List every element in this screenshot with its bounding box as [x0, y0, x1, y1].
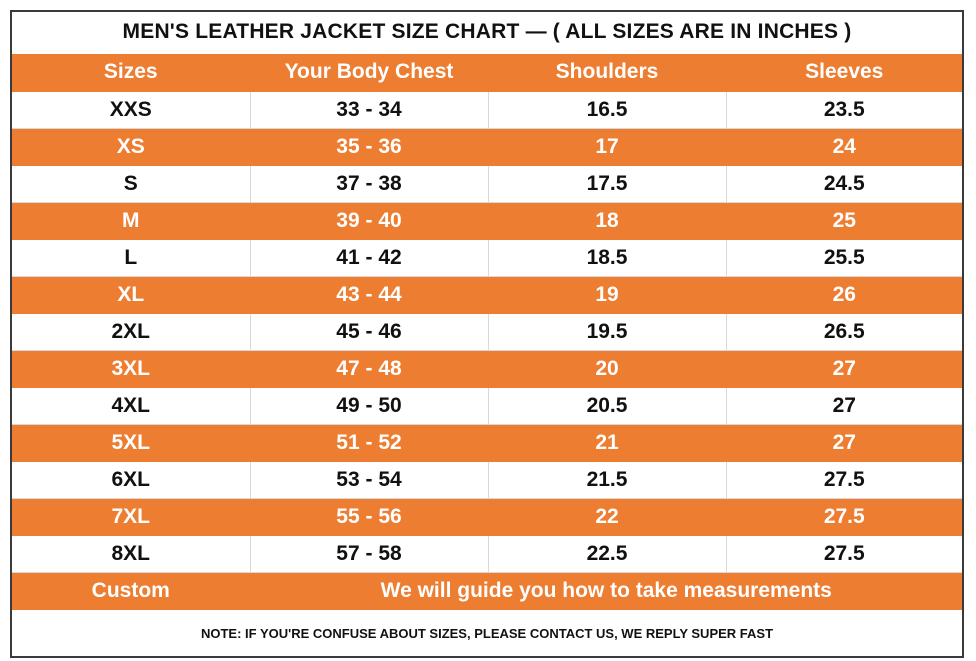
cell-size: XL: [12, 276, 251, 314]
table-row: 4XL 49 - 50 20.5 27: [12, 387, 962, 425]
cell-size: 8XL: [12, 535, 251, 573]
cell-size: M: [12, 202, 251, 240]
cell-chest: 43 - 44: [250, 276, 489, 314]
cell-shoulders: 18.5: [488, 239, 727, 277]
table-row: 6XL 53 - 54 21.5 27.5: [12, 461, 962, 499]
cell-sleeves: 27.5: [726, 498, 962, 536]
cell-size: XXS: [12, 91, 251, 129]
custom-label: Custom: [12, 572, 251, 610]
header-sizes: Sizes: [12, 54, 251, 92]
table-row: 7XL 55 - 56 22 27.5: [12, 498, 962, 536]
cell-chest: 35 - 36: [250, 128, 489, 166]
cell-size: L: [12, 239, 251, 277]
cell-sleeves: 27: [726, 424, 962, 462]
cell-shoulders: 19: [488, 276, 727, 314]
custom-row: Custom We will guide you how to take mea…: [12, 572, 962, 610]
table-row: L 41 - 42 18.5 25.5: [12, 239, 962, 277]
cell-shoulders: 20.5: [488, 387, 727, 425]
cell-chest: 47 - 48: [250, 350, 489, 388]
cell-sleeves: 27.5: [726, 535, 962, 573]
table-row: XL 43 - 44 19 26: [12, 276, 962, 314]
cell-chest: 49 - 50: [250, 387, 489, 425]
cell-size: 7XL: [12, 498, 251, 536]
cell-shoulders: 21: [488, 424, 727, 462]
cell-chest: 45 - 46: [250, 313, 489, 351]
cell-shoulders: 22: [488, 498, 727, 536]
cell-sleeves: 27.5: [726, 461, 962, 499]
cell-shoulders: 20: [488, 350, 727, 388]
cell-sleeves: 27: [726, 387, 962, 425]
cell-sleeves: 25.5: [726, 239, 962, 277]
size-chart-frame: MEN'S LEATHER JACKET SIZE CHART — ( ALL …: [10, 10, 964, 658]
cell-sleeves: 24.5: [726, 165, 962, 203]
table-row: S 37 - 38 17.5 24.5: [12, 165, 962, 203]
cell-size: S: [12, 165, 251, 203]
chart-title: MEN'S LEATHER JACKET SIZE CHART — ( ALL …: [122, 20, 852, 43]
cell-shoulders: 18: [488, 202, 727, 240]
cell-chest: 57 - 58: [250, 535, 489, 573]
header-body-chest: Your Body Chest: [250, 54, 489, 92]
size-table: Sizes Your Body Chest Shoulders Sleeves …: [12, 54, 962, 610]
cell-sleeves: 26: [726, 276, 962, 314]
cell-chest: 51 - 52: [250, 424, 489, 462]
table-row: 5XL 51 - 52 21 27: [12, 424, 962, 462]
footer-note: NOTE: IF YOU'RE CONFUSE ABOUT SIZES, PLE…: [200, 626, 774, 641]
cell-size: 5XL: [12, 424, 251, 462]
header-sleeves: Sleeves: [726, 54, 962, 92]
cell-shoulders: 22.5: [488, 535, 727, 573]
cell-size: 2XL: [12, 313, 251, 351]
cell-size: 3XL: [12, 350, 251, 388]
cell-sleeves: 25: [726, 202, 962, 240]
table-row: 8XL 57 - 58 22.5 27.5: [12, 535, 962, 573]
cell-shoulders: 17.5: [488, 165, 727, 203]
cell-sleeves: 27: [726, 350, 962, 388]
table-row: M 39 - 40 18 25: [12, 202, 962, 240]
cell-shoulders: 17: [488, 128, 727, 166]
cell-size: XS: [12, 128, 251, 166]
cell-sleeves: 23.5: [726, 91, 962, 129]
cell-sleeves: 26.5: [726, 313, 962, 351]
cell-shoulders: 21.5: [488, 461, 727, 499]
table-row: XXS 33 - 34 16.5 23.5: [12, 91, 962, 129]
header-shoulders: Shoulders: [488, 54, 727, 92]
cell-chest: 39 - 40: [250, 202, 489, 240]
cell-chest: 41 - 42: [250, 239, 489, 277]
table-row: XS 35 - 36 17 24: [12, 128, 962, 166]
cell-size: 4XL: [12, 387, 251, 425]
cell-chest: 37 - 38: [250, 165, 489, 203]
cell-chest: 55 - 56: [250, 498, 489, 536]
cell-shoulders: 19.5: [488, 313, 727, 351]
cell-sleeves: 24: [726, 128, 962, 166]
cell-shoulders: 16.5: [488, 91, 727, 129]
table-row: 3XL 47 - 48 20 27: [12, 350, 962, 388]
cell-chest: 33 - 34: [250, 91, 489, 129]
table-row: 2XL 45 - 46 19.5 26.5: [12, 313, 962, 351]
cell-chest: 53 - 54: [250, 461, 489, 499]
cell-size: 6XL: [12, 461, 251, 499]
custom-text: We will guide you how to take measuremen…: [250, 572, 962, 610]
table-header-row: Sizes Your Body Chest Shoulders Sleeves: [12, 54, 962, 92]
